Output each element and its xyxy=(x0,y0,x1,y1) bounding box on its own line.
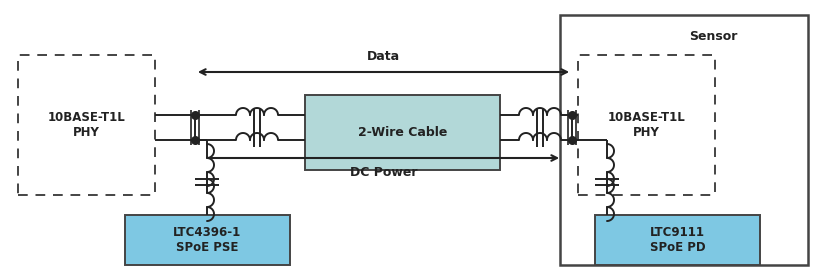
Bar xyxy=(595,215,760,265)
Text: LTC9111
SPoE PD: LTC9111 SPoE PD xyxy=(650,226,705,254)
Bar xyxy=(18,55,155,195)
Point xyxy=(188,138,201,142)
Bar xyxy=(578,55,715,195)
Text: 10BASE-T1L
PHY: 10BASE-T1L PHY xyxy=(48,111,125,139)
Point xyxy=(565,113,578,117)
Text: DC Power: DC Power xyxy=(350,167,417,179)
Point xyxy=(565,138,578,142)
Bar xyxy=(305,95,500,170)
Text: LTC4396-1
SPoE PSE: LTC4396-1 SPoE PSE xyxy=(173,226,242,254)
Bar xyxy=(125,215,290,265)
Text: 10BASE-T1L
PHY: 10BASE-T1L PHY xyxy=(608,111,686,139)
Text: Sensor: Sensor xyxy=(690,30,738,44)
Text: 2-Wire Cable: 2-Wire Cable xyxy=(358,126,447,139)
Text: Data: Data xyxy=(367,49,400,62)
Point xyxy=(188,113,201,117)
Bar xyxy=(560,15,808,265)
